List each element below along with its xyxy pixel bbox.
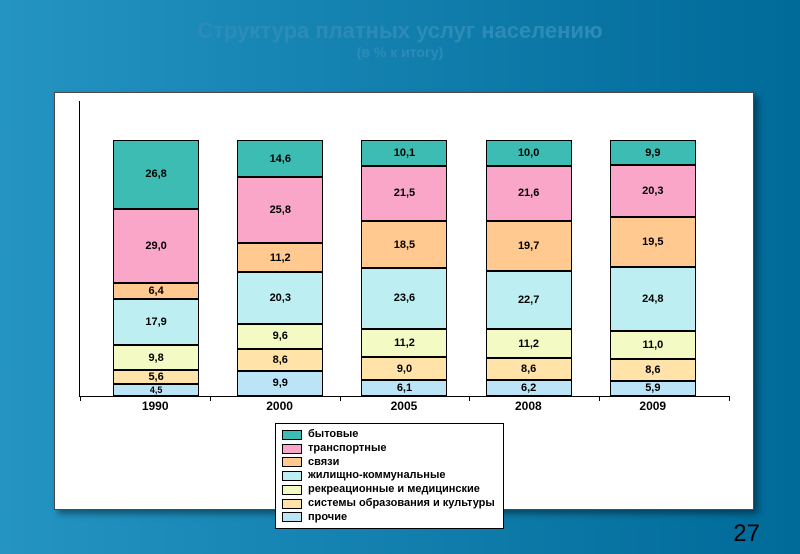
x-label: 2009	[610, 399, 696, 415]
segment-telecom: 19,7	[486, 221, 572, 271]
legend-label: жилищно-коммунальные	[308, 469, 445, 483]
segment-transport: 21,6	[486, 166, 572, 221]
segment-other: 5,9	[610, 381, 696, 396]
bar-container: 4,55,69,817,96,429,026,89,98,69,620,311,…	[80, 101, 729, 396]
legend-swatch	[282, 499, 302, 509]
legend-swatch	[282, 512, 302, 522]
segment-transport: 25,8	[237, 177, 323, 243]
segment-household: 10,1	[361, 140, 447, 166]
legend-label: транспортные	[308, 442, 386, 456]
legend-swatch	[282, 457, 302, 467]
segment-recreation: 9,6	[237, 324, 323, 349]
title-block: Структура платных услуг населению (в % к…	[0, 18, 800, 61]
segment-housing: 22,7	[486, 271, 572, 329]
bar-1990: 4,55,69,817,96,429,026,8	[113, 140, 199, 396]
legend-item-household: бытовые	[282, 428, 495, 442]
chart-plot-area: 4,55,69,817,96,429,026,89,98,69,620,311,…	[79, 101, 729, 397]
segment-telecom: 18,5	[361, 221, 447, 268]
segment-education: 8,6	[237, 349, 323, 371]
legend-item-other: прочие	[282, 511, 495, 525]
page-title: Структура платных услуг населению	[0, 18, 800, 44]
segment-telecom: 11,2	[237, 243, 323, 272]
legend-swatch	[282, 485, 302, 495]
legend-item-transport: транспортные	[282, 442, 495, 456]
segment-transport: 29,0	[113, 209, 199, 283]
bar-2008: 6,28,611,222,719,721,610,0	[486, 140, 572, 396]
legend-swatch	[282, 444, 302, 454]
x-label: 2005	[361, 399, 447, 415]
segment-telecom: 6,4	[113, 283, 199, 299]
segment-other: 6,1	[361, 380, 447, 396]
segment-other: 6,2	[486, 380, 572, 396]
segment-education: 8,6	[486, 358, 572, 380]
segment-other: 9,9	[237, 371, 323, 396]
segment-recreation: 9,8	[113, 345, 199, 370]
segment-recreation: 11,2	[486, 329, 572, 358]
chart-legend: бытовыетранспортныесвязижилищно-коммунал…	[275, 423, 504, 529]
segment-housing: 20,3	[237, 272, 323, 324]
segment-education: 8,6	[610, 359, 696, 381]
segment-transport: 21,5	[361, 166, 447, 221]
segment-education: 9,0	[361, 357, 447, 380]
segment-transport: 20,3	[610, 165, 696, 217]
chart-panel: 4,55,69,817,96,429,026,89,98,69,620,311,…	[54, 92, 754, 510]
segment-housing: 17,9	[113, 299, 199, 345]
segment-telecom: 19,5	[610, 217, 696, 267]
segment-other: 4,5	[113, 384, 199, 396]
legend-item-education: системы образования и культуры	[282, 497, 495, 511]
segment-education: 5,6	[113, 370, 199, 384]
segment-household: 14,6	[237, 140, 323, 177]
bar-2005: 6,19,011,223,618,521,510,1	[361, 140, 447, 396]
bar-2000: 9,98,69,620,311,225,814,6	[237, 140, 323, 396]
legend-label: бытовые	[308, 428, 358, 442]
segment-household: 9,9	[610, 140, 696, 165]
legend-label: рекреационные и медицинские	[308, 483, 480, 497]
x-tick	[729, 396, 730, 401]
legend-item-recreation: рекреационные и медицинские	[282, 483, 495, 497]
bar-2009: 5,98,611,024,819,520,39,9	[610, 140, 696, 396]
legend-item-housing: жилищно-коммунальные	[282, 469, 495, 483]
legend-item-telecom: связи	[282, 456, 495, 470]
legend-swatch	[282, 430, 302, 440]
x-axis-labels: 1990 2000 2005 2008 2009	[79, 399, 729, 415]
page-subtitle: (в % к итогу)	[0, 44, 800, 61]
segment-recreation: 11,2	[361, 329, 447, 358]
x-label: 1990	[112, 399, 198, 415]
x-label: 2000	[237, 399, 323, 415]
segment-recreation: 11,0	[610, 331, 696, 359]
legend-label: связи	[308, 456, 339, 470]
page-number: 27	[733, 520, 760, 548]
legend-label: прочие	[308, 511, 347, 525]
segment-housing: 23,6	[361, 268, 447, 328]
legend-label: системы образования и культуры	[308, 497, 495, 511]
segment-household: 26,8	[113, 140, 199, 209]
legend-swatch	[282, 471, 302, 481]
segment-household: 10,0	[486, 140, 572, 166]
x-label: 2008	[485, 399, 571, 415]
segment-housing: 24,8	[610, 267, 696, 330]
